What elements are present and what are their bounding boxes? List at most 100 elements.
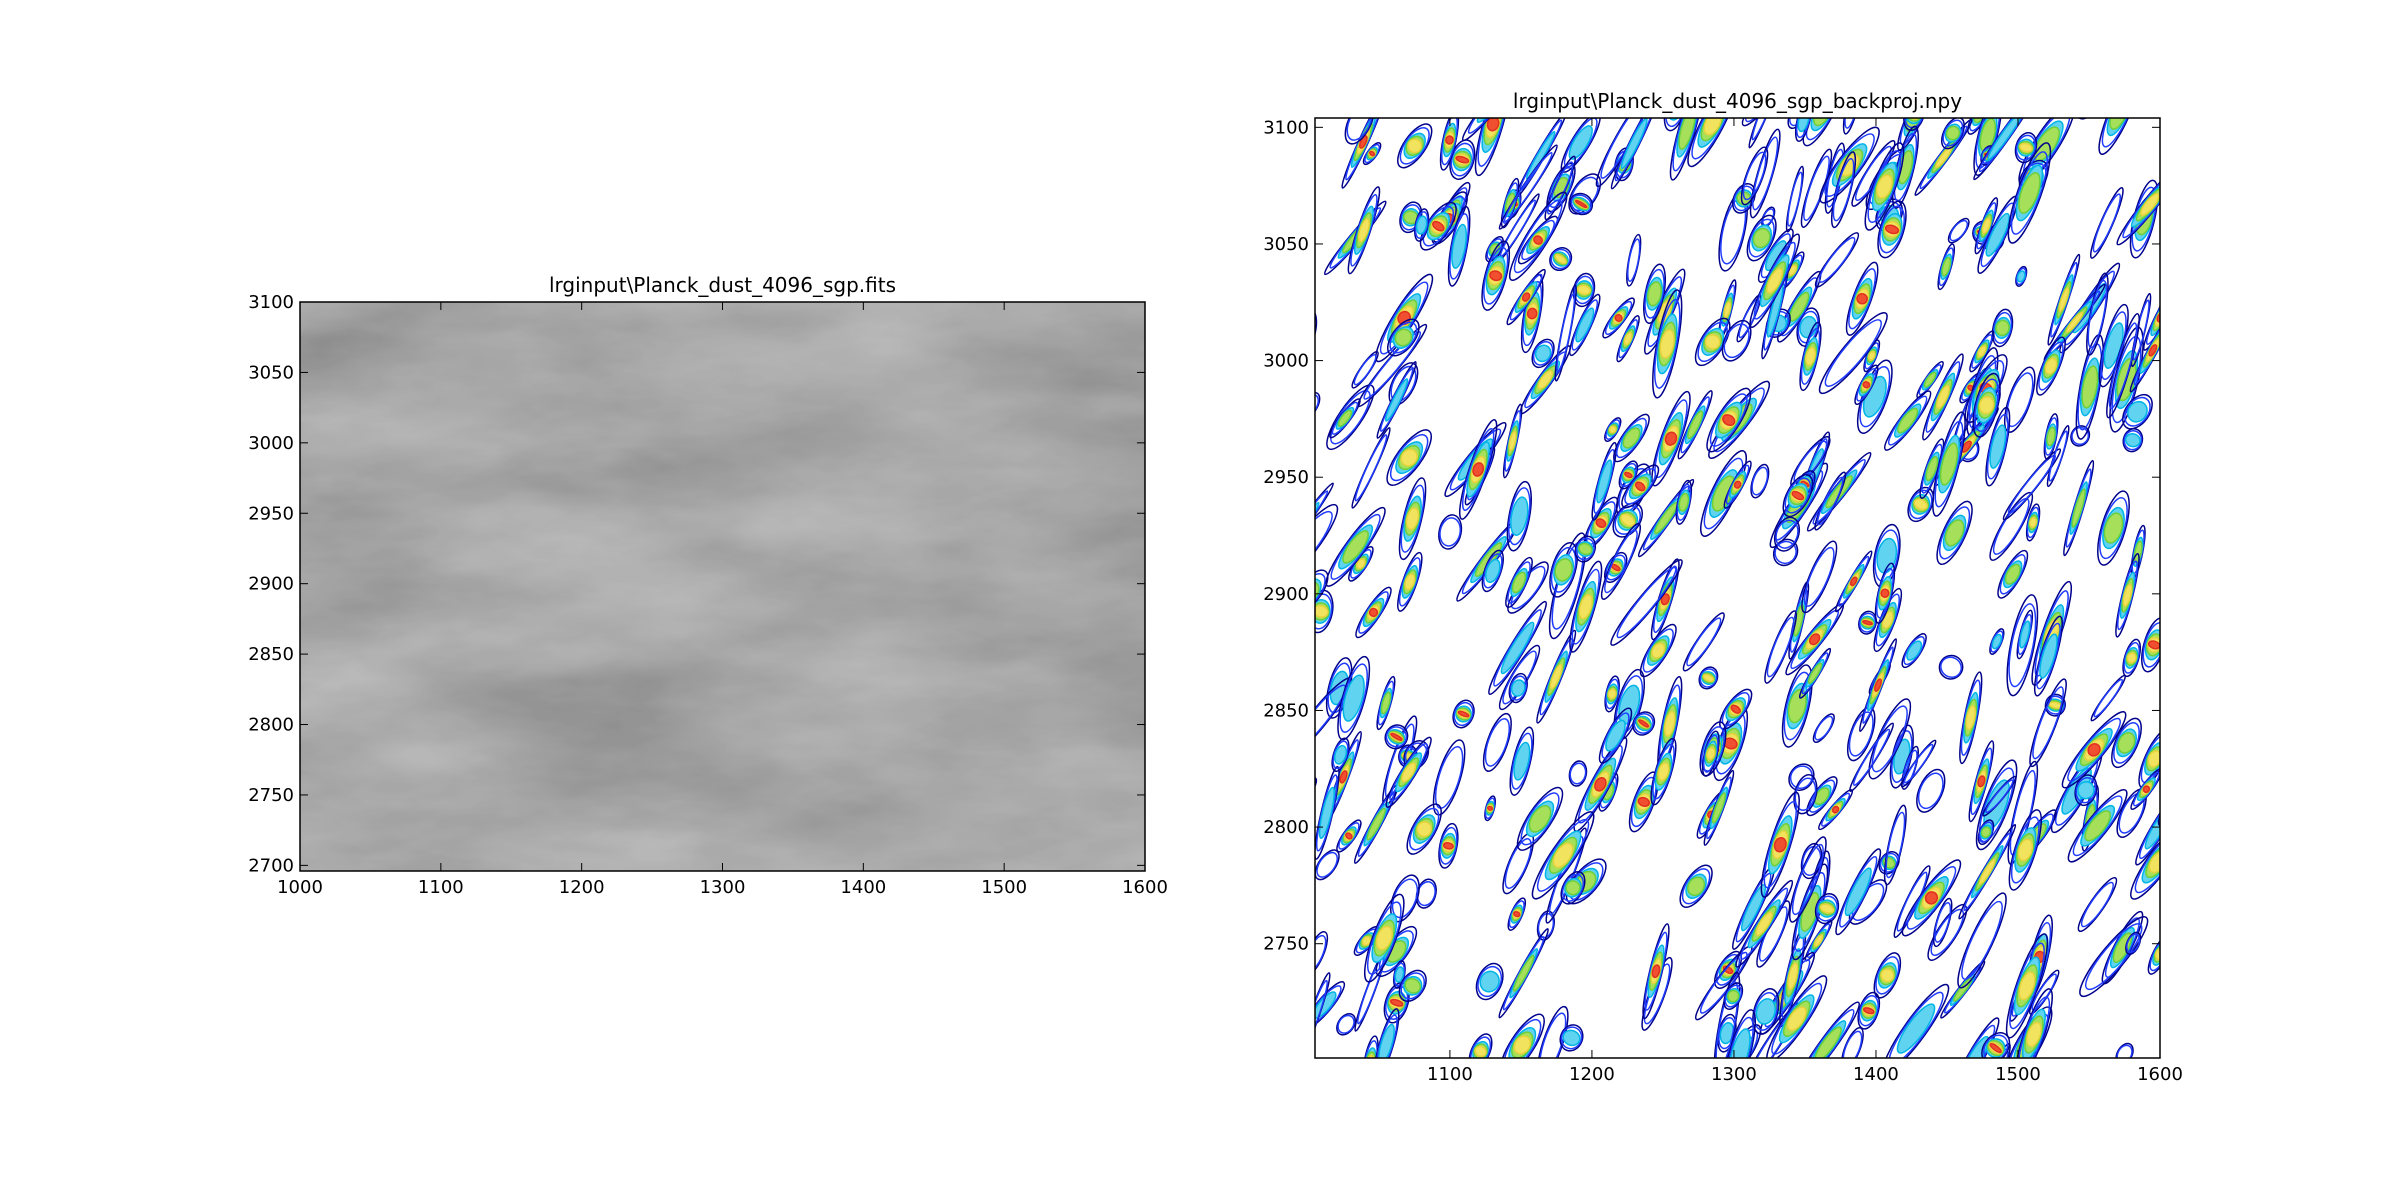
contour-level [1706,747,1716,761]
contour-level [1483,553,1503,589]
contour-blob [1916,360,1944,399]
contour-blob [1348,545,1374,582]
contour-level [1775,519,1799,549]
contour-level [1357,218,1371,243]
contour-blob [1936,500,1973,566]
contour-level [1753,992,1779,1031]
contour-level [1315,985,1342,1025]
contour-level [1394,328,1413,347]
contour-level [1664,431,1678,446]
contour-level [1593,448,1616,514]
contour-level [2067,789,2128,863]
contour-level [1735,872,1772,943]
contour-blob [1947,217,1970,244]
contour-level [1507,561,1531,604]
contour-level [1358,135,1368,149]
contour-blob [1700,450,1747,537]
contour-level [1819,903,1835,914]
contour-level [1824,319,1882,387]
contour-blob [1475,962,1504,1001]
contour-level [1940,656,1963,678]
contour-level [2092,193,2122,253]
contour-level [1405,507,1420,531]
contour-level [2156,312,2160,323]
contour-blob [2135,792,2160,866]
contour-level [1751,466,1769,496]
contour-level [1846,706,1876,762]
contour-level [2010,816,2040,884]
contour-blob [1798,647,1832,699]
contour-blob [1858,610,1877,635]
contour-level [1362,1040,1378,1058]
y-tick-label: 3100 [1263,117,1309,138]
contour-level [1813,934,1824,947]
contour-level [1452,699,1475,729]
contour-blob [1386,429,1432,486]
contour-level [1723,301,1732,319]
contour-level [1972,372,2001,438]
contour-level [1849,576,1858,587]
contour-level [1489,270,1503,282]
contour-blob [1560,871,1586,905]
contour-blob [1568,760,1588,787]
contour-level [1883,804,1907,886]
contour-level [1574,535,1597,563]
contour-level [2045,695,2065,715]
contour-level [1438,514,1463,550]
contour-level [1404,573,1416,591]
contour-blob [1846,706,1876,762]
contour-level [1315,779,1316,805]
contour-level [2123,641,2140,674]
contour-level [1682,612,1725,672]
contour-level [1917,772,1944,810]
contour-level [1785,165,1805,233]
contour-level [1366,901,1402,975]
contour-blob [1329,398,1361,439]
y-tick-label: 2850 [248,644,294,665]
contour-level [1876,537,1898,574]
contour-level [1903,118,1926,132]
contour-level [1315,482,1334,571]
contour-level [1479,970,1500,993]
contour-blob [2122,638,2142,678]
contour-level [1848,268,1877,330]
contour-level [1801,540,1838,614]
contour-level [1513,910,1521,918]
contour-level [1484,718,1511,767]
contour-level [1493,609,1542,687]
contour-level [1486,238,1503,261]
contour-level [1315,934,1327,973]
contour-blob [1361,1035,1379,1058]
contour-level [2014,988,2053,1058]
contour-level [1344,118,1375,145]
contour-level [1791,843,1824,916]
contour-level [1745,118,1779,123]
y-tick-label: 2700 [248,855,294,876]
contour-level [2122,393,2153,430]
contour-level [1681,868,1711,905]
contour-level [1533,235,1543,245]
contour-level [1614,505,1642,535]
contour-blob [1573,736,1628,832]
contour-level [1949,219,1969,242]
contour-blob [1484,795,1497,822]
contour-level [1484,87,1508,113]
contour-level [1783,671,1811,741]
contour-level [1522,280,1543,347]
contour-level [1748,118,1787,149]
contour-level [1536,818,1590,892]
contour-blob [1387,318,1420,357]
contour-blob [1549,247,1573,271]
contour-level [1877,200,1907,259]
contour-blob [1878,851,1900,875]
contour-blob [1508,672,1528,704]
x-tick-label: 1600 [1122,877,1168,898]
contour-blob [1932,897,1953,948]
contour-level [1751,118,1784,141]
contour-level [1368,607,1379,618]
y-tick-label: 2750 [1263,934,1309,955]
contour-level [1659,329,1675,359]
contour-level [1278,521,1311,581]
contour-level [1315,510,1333,578]
contour-level [1398,477,1427,561]
